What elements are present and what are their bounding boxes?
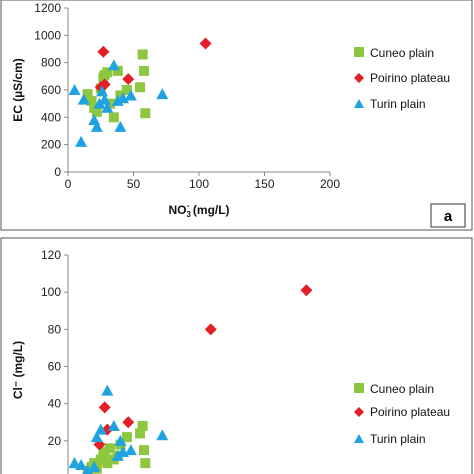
point-diamond-1 [300, 284, 313, 297]
point-square-0 [115, 90, 126, 101]
point-square-0 [138, 65, 149, 76]
panel-0-ytick-label: 200 [41, 138, 61, 152]
point-diamond-0 [122, 73, 135, 86]
panel-1-ytick-label: 20 [48, 434, 62, 448]
point-triangle-0 [77, 93, 90, 105]
point-square-0 [121, 85, 132, 95]
panel-a-letter: a [444, 208, 453, 225]
panel-a-ylabel: EC (µS/cm) [11, 58, 25, 122]
point-triangle-1 [114, 434, 127, 446]
panel-0-xtick-label: 100 [189, 177, 209, 191]
point-square-1 [102, 458, 113, 469]
panel-a-frame [0, 0, 473, 231]
point-square-0 [135, 82, 146, 93]
legend-b-cuneo-marker [354, 383, 364, 393]
panel-a-xlabel-sub: 3 [186, 210, 191, 219]
panel-b-points [68, 284, 313, 474]
panel-a-legend: Cuneo plain Poirino plateau Turin plain [354, 46, 450, 111]
point-triangle-1 [94, 423, 107, 435]
point-triangle-0 [156, 88, 169, 100]
legend-b-cuneo-label: Cuneo plain [370, 382, 434, 396]
panel-0-ytick-label: 1200 [34, 1, 61, 15]
panel-a-ticks: 0 200 400 600 800 1000 1200 0 50 100 150 200 [34, 1, 340, 191]
panel-b-ylabel: Cl⁻ (mg/L) [11, 341, 25, 399]
point-diamond-1 [204, 323, 217, 336]
panel-b-ticks: 20 40 60 80 100 120 [41, 248, 68, 448]
point-square-1 [99, 446, 110, 457]
point-square-0 [108, 112, 119, 123]
point-square-1 [137, 420, 148, 431]
point-diamond-0 [199, 37, 212, 50]
panel-0-ytick-label: 400 [41, 110, 61, 124]
point-square-1 [104, 443, 115, 454]
point-diamond-1 [98, 401, 111, 414]
point-triangle-1 [90, 431, 103, 443]
panel-0-ytick-label: 800 [41, 56, 61, 70]
panel-a-xlabel-main: NO [168, 203, 186, 217]
point-diamond-1 [122, 416, 135, 429]
point-square-0 [86, 95, 97, 106]
legend-b-poirino-marker [354, 407, 364, 417]
legend-a-poirino-marker [354, 73, 364, 83]
point-square-0 [91, 106, 102, 117]
panel-1-ytick-label: 100 [41, 285, 61, 299]
point-triangle-1 [88, 460, 101, 472]
point-triangle-1 [107, 419, 120, 431]
point-square-1 [140, 458, 151, 469]
panel-a-xlabel-unit: (mg/L) [190, 203, 230, 217]
point-triangle-0 [75, 135, 88, 147]
panel-1-ytick-label: 40 [48, 397, 62, 411]
legend-a-turin-label: Turin plain [370, 97, 426, 111]
panel-b-legend: Cuneo plain Poirino plateau Turin plain [354, 382, 450, 446]
point-triangle-0 [107, 59, 120, 71]
legend-b-turin-label: Turin plain [370, 432, 426, 446]
panel-0-ytick-label: 600 [41, 83, 61, 97]
point-triangle-1 [75, 458, 88, 470]
point-triangle-1 [68, 457, 81, 469]
legend-b-turin-marker [354, 434, 364, 443]
point-triangle-1 [111, 449, 124, 461]
legend-a-cuneo-marker [354, 47, 364, 57]
point-triangle-0 [98, 93, 111, 105]
point-square-0 [102, 67, 113, 78]
panel-a-xlabel-sup: - [187, 201, 190, 210]
panel-a-xlabel: NO3- (mg/L) [168, 201, 229, 219]
panel-b-frame [0, 237, 473, 474]
panel-0-xtick-label: 0 [65, 177, 72, 191]
legend-a-turin-marker [354, 99, 364, 108]
panel-a-letter-box [430, 203, 466, 228]
legend-a-poirino-label: Poirino plateau [370, 71, 450, 85]
point-square-0 [140, 108, 151, 119]
panel-0-ytick-label: 1000 [34, 28, 61, 42]
point-square-0 [82, 89, 93, 100]
point-triangle-0 [96, 85, 109, 97]
panel-0-ytick-label: 0 [54, 165, 61, 179]
legend-b-poirino-label: Poirino plateau [370, 405, 450, 419]
point-square-0 [137, 49, 148, 60]
point-triangle-0 [90, 120, 103, 132]
panel-1-ytick-label: 60 [48, 360, 62, 374]
panel-1-ytick-label: 80 [48, 322, 62, 336]
point-triangle-0 [93, 97, 106, 109]
point-square-0 [112, 65, 123, 76]
point-triangle-0 [101, 101, 114, 113]
point-square-1 [135, 428, 146, 439]
point-triangle-0 [68, 84, 81, 95]
panel-0-xtick-label: 200 [320, 177, 340, 191]
panel-0-xtick-label: 150 [254, 177, 274, 191]
point-triangle-1 [124, 444, 137, 456]
panel-0-xtick-label: 50 [127, 177, 141, 191]
panel-a-points [68, 37, 212, 147]
point-triangle-0 [124, 89, 137, 101]
point-triangle-0 [114, 120, 127, 132]
point-triangle-1 [101, 384, 114, 396]
point-triangle-1 [156, 429, 169, 441]
legend-a-cuneo-label: Cuneo plain [370, 46, 434, 60]
point-square-1 [121, 432, 132, 443]
point-square-1 [138, 445, 149, 456]
point-diamond-0 [97, 45, 110, 58]
panel-1-ytick-label: 120 [41, 248, 61, 262]
